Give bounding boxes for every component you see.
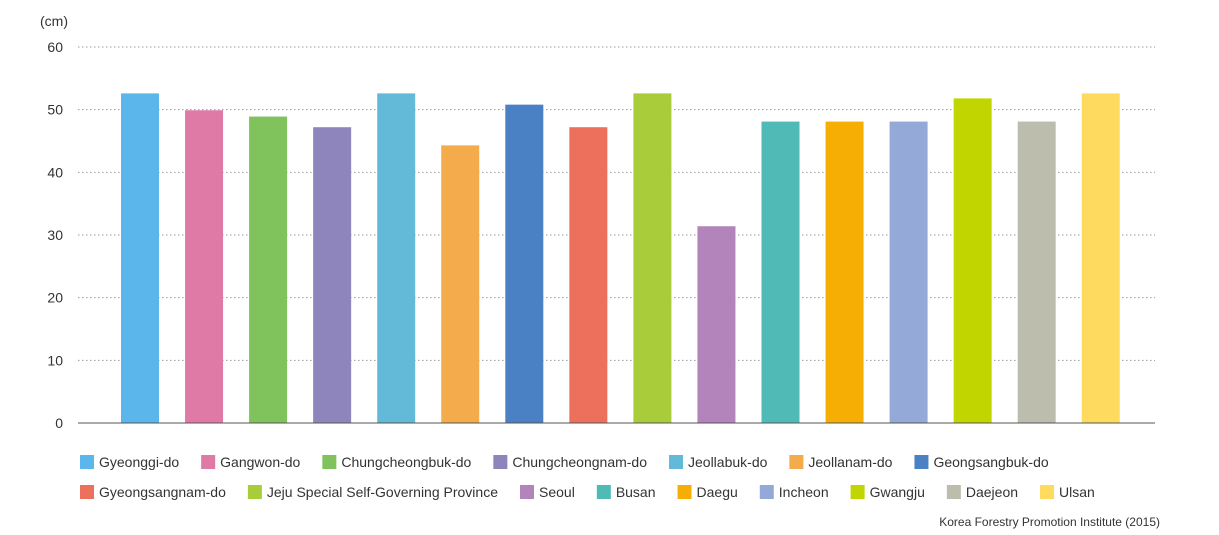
bar-ulsan: [1082, 93, 1120, 423]
legend-label: Jeollabuk-do: [688, 454, 768, 470]
bar-jeollanam-do: [441, 145, 479, 423]
legend-item-daegu: Daegu: [678, 484, 738, 500]
bar-daejeon: [1018, 122, 1056, 423]
bar-chungcheongnam-do: [313, 127, 351, 423]
legend-swatch: [248, 485, 262, 499]
legend-swatch: [678, 485, 692, 499]
legend-label: Incheon: [779, 484, 829, 500]
y-axis-unit-label: (cm): [40, 13, 68, 29]
legend-label: Chungcheongbuk-do: [341, 454, 471, 470]
legend-item-seoul: Seoul: [520, 484, 575, 500]
bar-geongsangbuk-do: [505, 105, 543, 423]
legend-label: Gangwon-do: [220, 454, 300, 470]
legend-item-geongsangbuk-do: Geongsangbuk-do: [914, 454, 1048, 470]
legend-label: Ulsan: [1059, 484, 1095, 500]
y-tick-label: 0: [55, 415, 63, 431]
bar-jeju-special-self-governing-province: [633, 93, 671, 423]
legend-label: Jeollanam-do: [808, 454, 892, 470]
y-tick-label: 60: [47, 39, 63, 55]
legend-swatch: [80, 485, 94, 499]
legend-swatch: [789, 455, 803, 469]
legend-label: Gyeonggi-do: [99, 454, 179, 470]
legend-swatch: [597, 485, 611, 499]
source-note: Korea Forestry Promotion Institute (2015…: [939, 515, 1160, 529]
y-tick-labels: 0 10 20 30 40 50 60: [47, 39, 63, 431]
legend-label: Daejeon: [966, 484, 1018, 500]
legend-label: Seoul: [539, 484, 575, 500]
legend-swatch: [1040, 485, 1054, 499]
bar-gwangju: [954, 98, 992, 423]
legend-label: Chungcheongnam-do: [512, 454, 647, 470]
legend-swatch: [760, 485, 774, 499]
bar-gyeongsangnam-do: [569, 127, 607, 423]
legend-item-incheon: Incheon: [760, 484, 829, 500]
y-tick-label: 40: [47, 164, 63, 180]
legend-item-gangwon-do: Gangwon-do: [201, 454, 300, 470]
bar-gangwon-do: [185, 110, 223, 423]
legend-swatch: [322, 455, 336, 469]
legend-label: Gyeongsangnam-do: [99, 484, 226, 500]
legend-swatch: [851, 485, 865, 499]
legend-item-gyeonggi-do: Gyeonggi-do: [80, 454, 179, 470]
legend-label: Busan: [616, 484, 656, 500]
bar-seoul: [697, 226, 735, 423]
legend-label: Jeju Special Self-Governing Province: [267, 484, 498, 500]
legend-swatch: [947, 485, 961, 499]
legend-item-busan: Busan: [597, 484, 656, 500]
legend-swatch: [201, 455, 215, 469]
legend-swatch: [80, 455, 94, 469]
gridlines: [78, 47, 1155, 360]
legend-item-jeollanam-do: Jeollanam-do: [789, 454, 892, 470]
y-tick-label: 10: [47, 352, 63, 368]
y-tick-label: 50: [47, 102, 63, 118]
bar-daegu: [826, 122, 864, 423]
bar-jeollabuk-do: [377, 93, 415, 423]
legend-label: Daegu: [697, 484, 738, 500]
legend-item-gyeongsangnam-do: Gyeongsangnam-do: [80, 484, 226, 500]
legend-item-jeju-special-self-governing-province: Jeju Special Self-Governing Province: [248, 484, 498, 500]
legend-swatch: [914, 455, 928, 469]
y-tick-label: 30: [47, 227, 63, 243]
legend-item-chungcheongbuk-do: Chungcheongbuk-do: [322, 454, 471, 470]
legend-swatch: [669, 455, 683, 469]
legend-swatch: [520, 485, 534, 499]
legend-swatch: [493, 455, 507, 469]
legend: Gyeonggi-do Gangwon-do Chungcheongbuk-do Ch…: [80, 454, 1095, 500]
bars: [121, 93, 1120, 423]
legend-label: Gwangju: [870, 484, 925, 500]
bar-busan: [762, 122, 800, 423]
legend-item-ulsan: Ulsan: [1040, 484, 1095, 500]
legend-label: Geongsangbuk-do: [933, 454, 1048, 470]
legend-item-chungcheongnam-do: Chungcheongnam-do: [493, 454, 647, 470]
bar-incheon: [890, 122, 928, 423]
legend-item-jeollabuk-do: Jeollabuk-do: [669, 454, 768, 470]
legend-item-gwangju: Gwangju: [851, 484, 925, 500]
bar-gyeonggi-do: [121, 93, 159, 423]
legend-item-daejeon: Daejeon: [947, 484, 1018, 500]
bar-chungcheongbuk-do: [249, 117, 287, 423]
y-tick-label: 20: [47, 290, 63, 306]
